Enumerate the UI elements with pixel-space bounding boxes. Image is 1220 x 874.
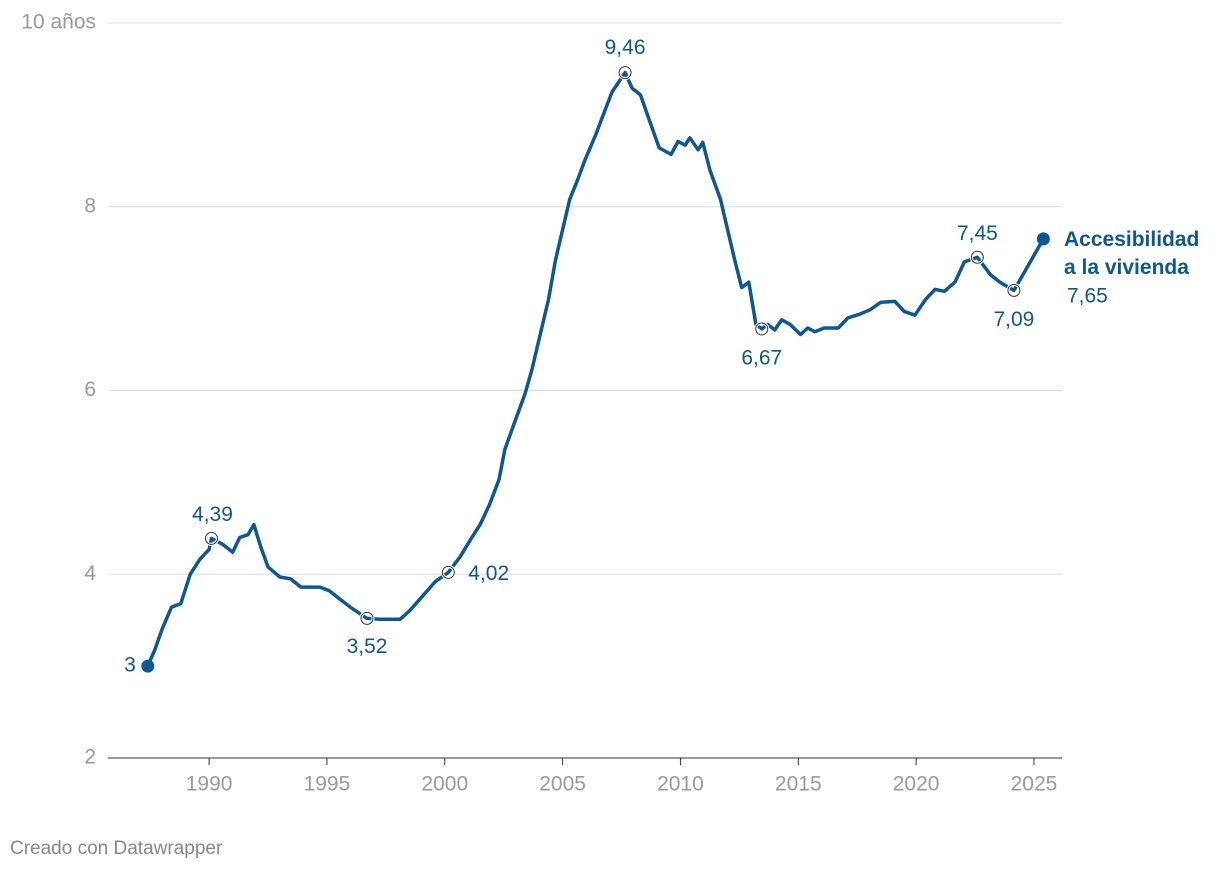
x-tick-label: 2020 (893, 773, 940, 796)
annotation-label: 7,09 (993, 308, 1034, 331)
annotation-label: 3,52 (347, 635, 388, 658)
annotation-label: 6,67 (741, 346, 782, 369)
annotation-marker (141, 659, 155, 673)
annotation-marker-ring (360, 611, 374, 625)
annotation-label: 7,65 (1067, 284, 1108, 307)
y-tick-label: 6 (84, 378, 96, 401)
annotation-marker-ring (204, 531, 218, 545)
footer: Creado con Datawrapper (10, 838, 223, 859)
series-label: Accesibilidad a la vivienda (1064, 228, 1200, 279)
x-tick-label: 2000 (421, 773, 468, 796)
x-tick-label: 2010 (657, 773, 704, 796)
annotation-label: 7,45 (957, 222, 998, 245)
annotation-marker-ring (970, 250, 984, 264)
y-tick-label: 8 (84, 194, 96, 217)
annotation-marker-ring (441, 565, 455, 579)
annotation-marker-ring (618, 66, 632, 80)
x-tick-label: 2025 (1011, 773, 1058, 796)
annotation-label: 4,02 (468, 562, 509, 585)
x-tick-label: 2015 (775, 773, 822, 796)
x-tick-label: 2005 (539, 773, 586, 796)
x-tick-label: 1995 (304, 773, 351, 796)
annotation-marker-ring (755, 322, 769, 336)
annotation-label: 4,39 (192, 503, 233, 526)
annotation-marker (1036, 232, 1050, 246)
annotation-label: 9,46 (605, 36, 646, 59)
y-tick-label: 2 (84, 746, 96, 769)
y-tick-label: 4 (84, 562, 96, 585)
x-tick-label: 1990 (186, 773, 233, 796)
line (146, 70, 1045, 667)
annotation-marker-ring (1007, 283, 1021, 297)
y-tick-label: 10 años (21, 11, 96, 34)
annotation-label: 3 (124, 654, 136, 677)
